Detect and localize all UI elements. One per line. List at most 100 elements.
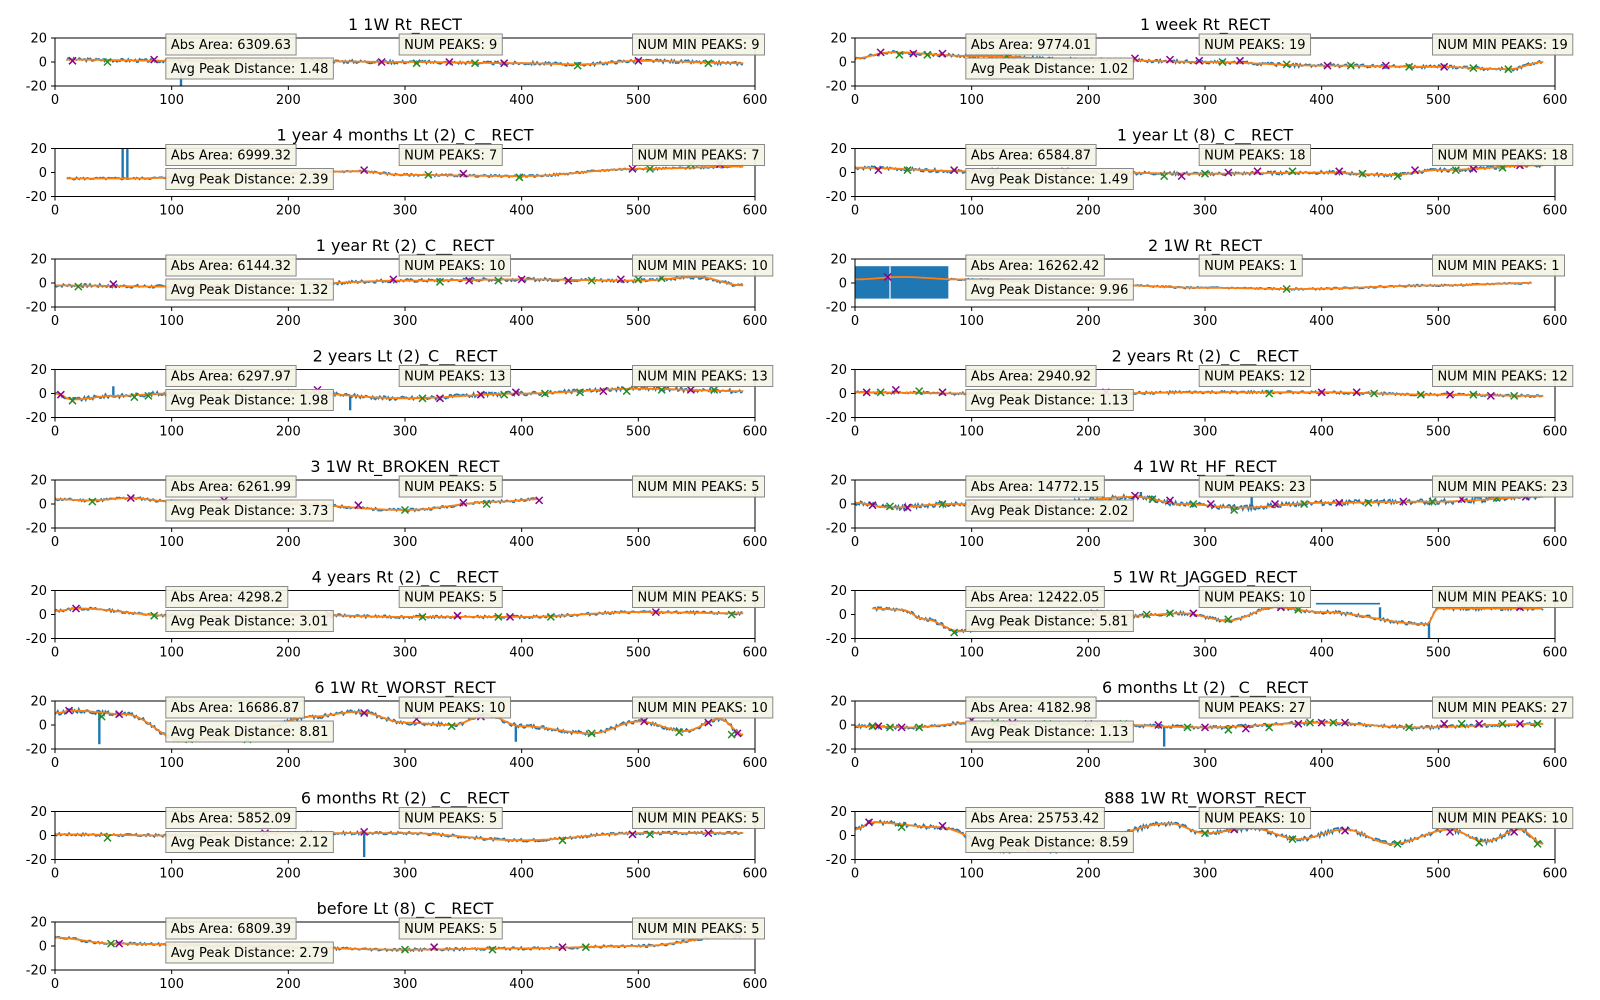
subplot-title: before Lt (8)_C__RECT — [317, 899, 494, 919]
avg-peak-distance-box: Avg Peak Distance: 1.13 — [965, 389, 1134, 411]
min-peak-marker — [106, 939, 116, 948]
y-tick-label: 0 — [39, 719, 47, 734]
smoothed-signal-line — [855, 276, 1532, 290]
x-tick-label: 500 — [1426, 646, 1451, 661]
min-peak-marker — [1183, 723, 1192, 732]
x-tick-label: 400 — [509, 93, 534, 108]
x-tick-label: 300 — [1193, 425, 1218, 440]
x-tick-label: 100 — [959, 867, 984, 882]
y-tick-label: 20 — [830, 695, 847, 710]
min-peak-marker — [1265, 389, 1274, 398]
min-peak-marker — [915, 723, 924, 732]
min-peak-marker — [540, 389, 550, 398]
x-tick-label: 500 — [626, 977, 651, 992]
peak-marker — [360, 166, 369, 175]
min-peak-marker — [1218, 57, 1227, 67]
num-min-peaks-box-text: NUM MIN PEAKS: 5 — [638, 812, 760, 827]
avg-peak-distance-box-text: Avg Peak Distance: 2.39 — [171, 173, 329, 188]
min-peak-marker — [1200, 829, 1210, 838]
peak-marker — [1340, 718, 1350, 727]
y-tick-label: 0 — [839, 498, 847, 513]
peak-marker — [634, 56, 643, 65]
peak-marker — [517, 275, 526, 284]
subplot-title: 3 1W Rt_BROKEN_RECT — [310, 457, 499, 477]
peak-marker — [640, 717, 649, 726]
min-peak-marker — [150, 611, 159, 620]
num-min-peaks-box-text: NUM MIN PEAKS: 23 — [1438, 480, 1568, 495]
avg-peak-distance-box: Avg Peak Distance: 8.59 — [965, 831, 1134, 853]
x-tick-label: 400 — [509, 977, 534, 992]
avg-peak-distance-box-text: Avg Peak Distance: 2.12 — [171, 836, 329, 851]
min-peak-marker — [1416, 390, 1425, 399]
peak-marker — [64, 706, 74, 715]
min-peak-marker — [470, 59, 480, 68]
x-tick-label: 200 — [276, 867, 301, 882]
x-tick-label: 100 — [159, 535, 184, 550]
x-tick-label: 300 — [1193, 314, 1218, 329]
min-peak-marker — [868, 722, 877, 731]
num-min-peaks-box-text: NUM MIN PEAKS: 7 — [638, 149, 760, 164]
abs-area-box: Abs Area: 4298.2 — [165, 586, 289, 608]
y-tick-label: -20 — [26, 190, 47, 205]
num-min-peaks-box-text: NUM MIN PEAKS: 19 — [1438, 38, 1568, 53]
min-peak-marker — [710, 385, 719, 394]
num-min-peaks-box-text: NUM MIN PEAKS: 10 — [638, 701, 768, 716]
x-tick-label: 300 — [1193, 204, 1218, 219]
peak-marker — [1515, 719, 1525, 728]
peak-marker — [71, 604, 81, 613]
num-min-peaks-box: NUM MIN PEAKS: 10 — [632, 696, 774, 719]
min-peak-marker — [1405, 62, 1414, 71]
peak-marker — [897, 723, 906, 732]
min-peak-marker — [903, 166, 912, 175]
min-peak-marker — [482, 499, 491, 509]
peak-marker — [1317, 388, 1326, 397]
min-peak-marker — [558, 836, 567, 845]
x-tick-label: 300 — [1193, 867, 1218, 882]
peak-marker — [938, 388, 947, 397]
y-tick-label: 0 — [839, 719, 847, 734]
avg-peak-distance-box: Avg Peak Distance: 1.13 — [965, 720, 1134, 743]
x-tick-label: 600 — [743, 646, 768, 661]
subplot-title: 4 1W Rt_HF_RECT — [1133, 457, 1276, 477]
x-tick-label: 100 — [959, 756, 984, 771]
x-tick-label: 300 — [393, 646, 418, 661]
y-tick-label: 20 — [30, 253, 47, 268]
min-peak-marker — [1148, 495, 1157, 504]
num-peaks-box: NUM PEAKS: 1 — [1198, 254, 1303, 277]
x-tick-label: 200 — [276, 314, 301, 329]
y-tick-label: -20 — [826, 632, 847, 647]
abs-area-box: Abs Area: 6309.63 — [165, 33, 297, 56]
min-peak-marker — [103, 57, 112, 67]
x-tick-label: 400 — [509, 867, 534, 882]
x-tick-label: 500 — [626, 756, 651, 771]
y-tick-label: 20 — [830, 474, 847, 489]
peak-marker — [505, 612, 515, 621]
y-tick-label: 20 — [830, 32, 847, 47]
x-tick-label: 400 — [1309, 646, 1334, 661]
num-peaks-box: NUM PEAKS: 5 — [398, 586, 503, 608]
peak-marker — [1410, 166, 1420, 175]
x-tick-label: 400 — [509, 535, 534, 550]
abs-area-box: Abs Area: 6584.87 — [965, 144, 1097, 166]
x-tick-label: 400 — [509, 425, 534, 440]
x-tick-label: 0 — [51, 646, 59, 661]
peak-marker — [1440, 719, 1449, 728]
abs-area-box-text: Abs Area: 25753.42 — [971, 812, 1100, 827]
min-peak-marker — [1358, 169, 1367, 178]
avg-peak-distance-box-text: Avg Peak Distance: 8.81 — [171, 725, 329, 740]
peak-marker — [1335, 498, 1344, 507]
num-min-peaks-box: NUM MIN PEAKS: 7 — [632, 144, 766, 166]
avg-peak-distance-box-text: Avg Peak Distance: 1.49 — [971, 173, 1129, 188]
plot-area — [55, 273, 744, 291]
peak-marker — [126, 493, 135, 503]
avg-peak-distance-box-text: Avg Peak Distance: 5.81 — [971, 615, 1129, 630]
min-peak-marker — [923, 50, 932, 59]
min-peak-marker — [1300, 499, 1309, 509]
min-peak-marker — [727, 730, 736, 739]
avg-peak-distance-box: Avg Peak Distance: 1.49 — [965, 168, 1134, 190]
y-tick-label: 0 — [839, 56, 847, 71]
min-peak-marker — [587, 729, 596, 738]
avg-peak-distance-box: Avg Peak Distance: 9.96 — [965, 278, 1134, 301]
min-peak-marker — [1451, 166, 1460, 175]
